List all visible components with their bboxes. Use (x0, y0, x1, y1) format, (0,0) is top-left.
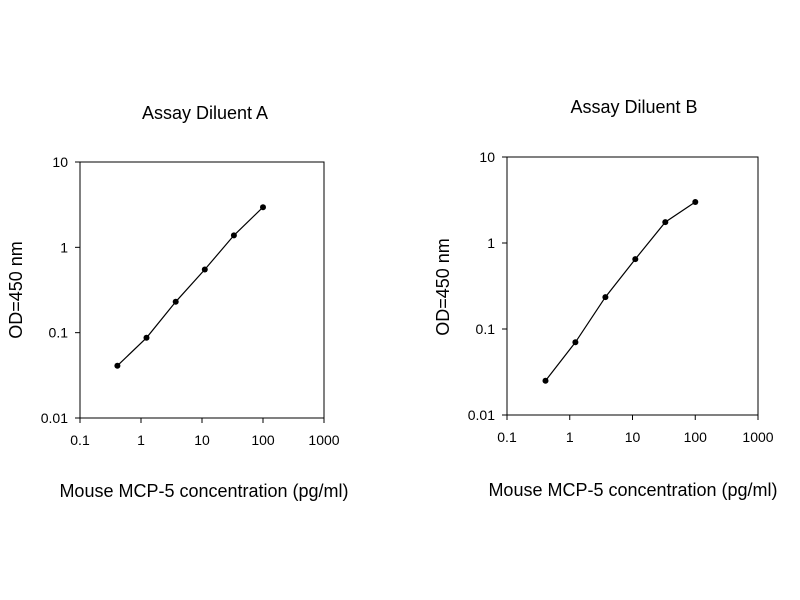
x-axis-label: Mouse MCP-5 concentration (pg/ml) (59, 481, 348, 501)
plot-frame (506, 156, 759, 416)
data-point (662, 219, 669, 226)
x-tick-label: 1 (566, 429, 574, 445)
x-tick-label: 100 (684, 429, 708, 445)
chart-title: Assay Diluent A (142, 103, 268, 123)
data-point (260, 204, 266, 211)
series-line (545, 201, 696, 382)
y-tick-label: 1 (487, 235, 495, 251)
chart-title: Assay Diluent B (570, 97, 697, 117)
x-tick-label: 0.1 (497, 429, 517, 445)
data-point (201, 266, 208, 273)
data-point (542, 377, 549, 384)
data-point (632, 256, 639, 263)
data-point (692, 199, 699, 205)
y-tick-label: 0.1 (49, 325, 69, 341)
chart-panel-a: Assay Diluent A 0.1 1 10 100 10000.010.1110 … (6, 103, 349, 501)
y-axis-label: OD=450 nm (433, 238, 453, 336)
y-tick-label: 0.01 (468, 407, 495, 423)
x-tick-label: 1000 (308, 432, 339, 448)
x-tick-label: 10 (625, 429, 641, 445)
y-tick-label: 10 (52, 154, 68, 170)
x-tick-label: 10 (194, 432, 210, 448)
x-tick-label: 1000 (742, 429, 773, 445)
series-line (116, 206, 264, 367)
x-tick-label: 100 (251, 432, 275, 448)
y-tick-label: 10 (479, 149, 495, 165)
data-point (572, 339, 579, 346)
mark-group (114, 204, 266, 369)
plot-frame (79, 161, 325, 419)
x-tick-label: 0.1 (70, 432, 90, 448)
x-tick-label: 1 (137, 432, 145, 448)
mark-group (542, 199, 699, 384)
y-axis-label: OD=450 nm (6, 241, 26, 339)
data-point (602, 294, 609, 301)
data-point (114, 362, 121, 369)
data-point (230, 232, 237, 239)
data-point (172, 298, 179, 305)
y-tick-label: 1 (60, 239, 68, 255)
y-tick-label: 0.1 (476, 321, 496, 337)
y-tick-label: 0.01 (41, 410, 68, 426)
x-axis-label: Mouse MCP-5 concentration (pg/ml) (488, 480, 777, 500)
data-point (143, 334, 150, 341)
chart-panel-b: Assay Diluent B 0.1 1 10 100 10000.010.1110 … (433, 97, 778, 500)
